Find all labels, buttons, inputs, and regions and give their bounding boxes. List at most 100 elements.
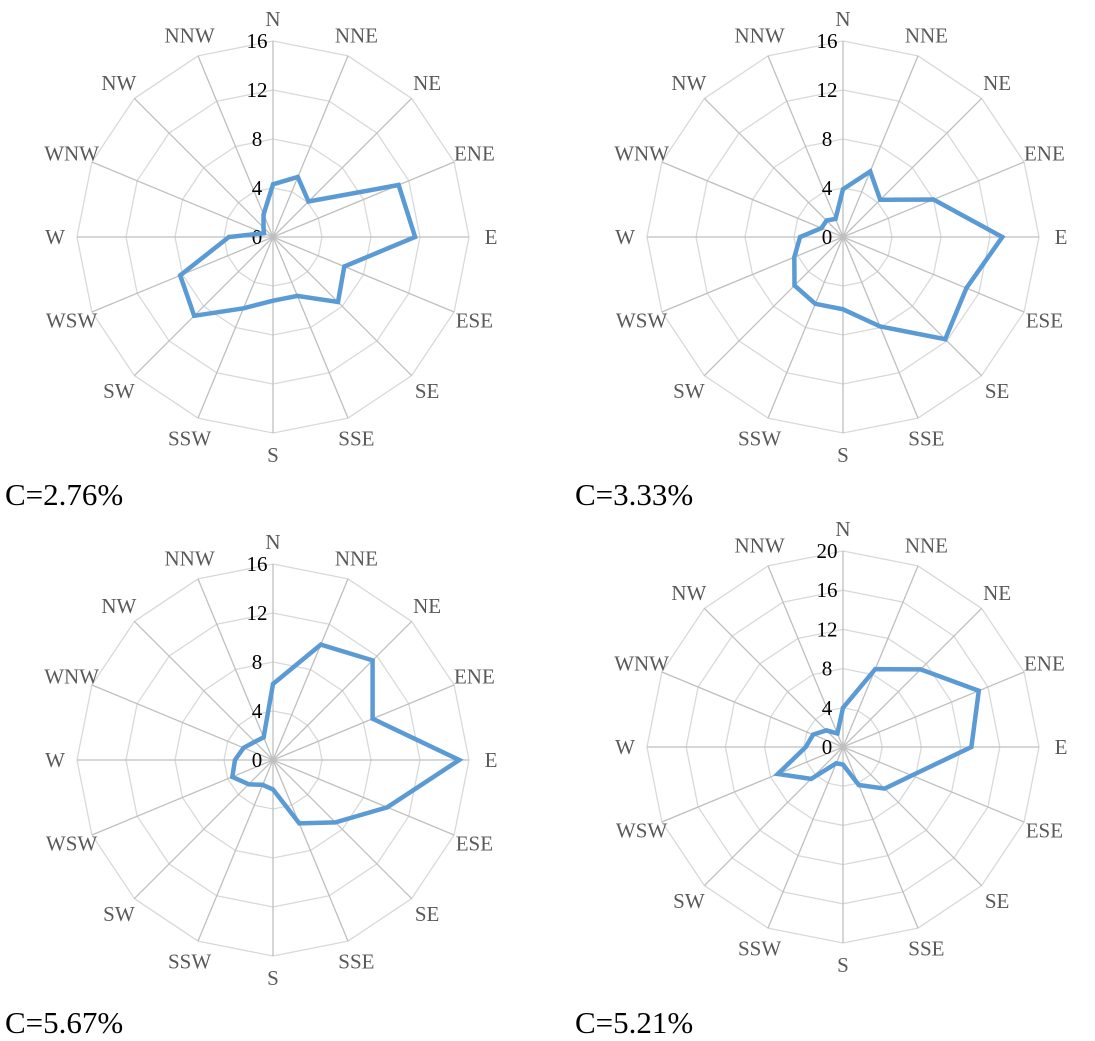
- direction-label-WSW: WSW: [46, 308, 98, 332]
- direction-label-WSW: WSW: [616, 308, 668, 332]
- data-point-WNW: [241, 745, 246, 750]
- data-point-WSW: [230, 774, 235, 780]
- direction-label-S: S: [267, 966, 279, 990]
- data-point-SW: [192, 313, 197, 318]
- spoke-WSW: [661, 746, 844, 823]
- direction-label-NNE: NNE: [335, 24, 378, 48]
- data-point-N: [270, 681, 276, 687]
- data-point-E: [1000, 234, 1005, 240]
- direction-label-W: W: [615, 225, 635, 249]
- direction-labels: N NNE NE ENE E ESE SE SSE S SSW SW WSW W WNW NW NNW: [44, 7, 497, 467]
- spoke-NW: [133, 97, 274, 238]
- direction-label-NNW: NNW: [165, 547, 215, 571]
- data-point-NE: [306, 199, 311, 204]
- calm-caption: C=2.76%: [5, 477, 123, 512]
- direction-label-NNE: NNE: [905, 24, 948, 48]
- direction-label-ENE: ENE: [1024, 142, 1065, 166]
- data-point-E: [969, 744, 974, 750]
- direction-label-ENE: ENE: [454, 142, 495, 166]
- wind-rose-panel-2: N NNE NE ENE E ESE SE SSE S SSW SW WSW W WNW NW NNW 0 4 8 1…: [575, 7, 1067, 512]
- spoke-SE: [272, 236, 413, 377]
- tick-label-0: 0: [252, 225, 263, 249]
- tick-label-12: 12: [817, 617, 838, 641]
- tick-label-16: 16: [817, 578, 838, 602]
- tick-labels: 0 4 8 12 16 20: [817, 539, 838, 759]
- spoke-NE: [272, 97, 413, 238]
- direction-label-W: W: [45, 748, 65, 772]
- data-point-NW: [252, 739, 257, 744]
- direction-label-ESE: ESE: [1026, 308, 1063, 332]
- direction-label-ENE: ENE: [1024, 652, 1065, 676]
- data-point-WNW: [819, 225, 824, 231]
- direction-label-NW: NW: [101, 71, 136, 95]
- data-point-NW: [261, 225, 266, 230]
- spoke-NNW: [197, 578, 274, 761]
- spoke-SSE: [272, 236, 349, 419]
- direction-label-W: W: [615, 735, 635, 759]
- tick-label-0: 0: [252, 748, 263, 772]
- data-point-NNE: [295, 174, 300, 180]
- direction-label-NW: NW: [671, 581, 706, 605]
- calm-caption: C=5.67%: [5, 1005, 123, 1040]
- data-point-SSW: [241, 306, 246, 311]
- data-point-SE: [882, 786, 887, 791]
- direction-labels: N NNE NE ENE E ESE SE SSE S SSW SW WSW W WNW NW NNW: [614, 7, 1067, 467]
- tick-label-4: 4: [822, 176, 833, 200]
- spoke-WNW: [661, 161, 844, 238]
- data-point-ESE: [964, 285, 969, 291]
- data-point-W: [226, 234, 232, 240]
- spoke-SSW: [197, 759, 274, 942]
- spoke-NNE: [272, 578, 349, 761]
- direction-label-NE: NE: [983, 71, 1011, 95]
- tick-label-4: 4: [252, 176, 263, 200]
- direction-label-SE: SE: [985, 379, 1010, 403]
- direction-label-SW: SW: [103, 379, 135, 403]
- spoke-NNW: [767, 55, 844, 238]
- direction-label-W: W: [45, 225, 65, 249]
- tick-labels: 0 4 8 12 16: [247, 29, 268, 249]
- data-point-S: [840, 307, 846, 312]
- data-point-SSE: [297, 821, 302, 826]
- tick-label-8: 8: [822, 657, 833, 681]
- spoke-NNE: [842, 55, 919, 238]
- direction-label-WSW: WSW: [46, 831, 98, 855]
- spoke-SSE: [272, 759, 349, 942]
- data-point-S: [270, 298, 276, 303]
- spoke-ESE: [842, 746, 1025, 823]
- tick-label-12: 12: [247, 78, 268, 102]
- spoke-NW: [133, 620, 274, 761]
- direction-label-ESE: ESE: [1026, 818, 1063, 842]
- spoke-NW: [703, 97, 844, 238]
- tick-label-12: 12: [247, 601, 268, 625]
- direction-label-SW: SW: [673, 889, 705, 913]
- spokes: [647, 41, 1039, 433]
- direction-label-S: S: [837, 953, 849, 977]
- data-point-NW: [824, 218, 829, 223]
- data-point-WNW: [810, 732, 816, 737]
- data-point-SE: [333, 820, 338, 825]
- direction-label-S: S: [837, 443, 849, 467]
- data-point-SW: [808, 776, 814, 782]
- direction-label-E: E: [485, 225, 498, 249]
- data-point-ENE: [976, 688, 981, 693]
- tick-label-8: 8: [252, 127, 263, 151]
- data-point-SE: [335, 299, 341, 305]
- tick-labels: 0 4 8 12 16: [247, 552, 268, 772]
- data-point-NNW: [833, 216, 838, 222]
- data-point-ENE: [370, 716, 375, 721]
- direction-label-SSW: SSW: [168, 949, 211, 973]
- data-point-N: [270, 182, 276, 187]
- data-point-SSW: [834, 761, 839, 766]
- data-point-N: [840, 187, 846, 192]
- spoke-NE: [842, 97, 983, 238]
- data-point-ENE: [396, 182, 401, 188]
- data-point-WSW: [775, 771, 780, 777]
- direction-label-ENE: ENE: [454, 665, 495, 689]
- spoke-ENE: [842, 671, 1025, 748]
- tick-label-8: 8: [252, 650, 263, 674]
- direction-label-WNW: WNW: [614, 142, 669, 166]
- spoke-NE: [272, 620, 413, 761]
- direction-label-SE: SE: [985, 889, 1010, 913]
- spoke-SE: [272, 759, 413, 900]
